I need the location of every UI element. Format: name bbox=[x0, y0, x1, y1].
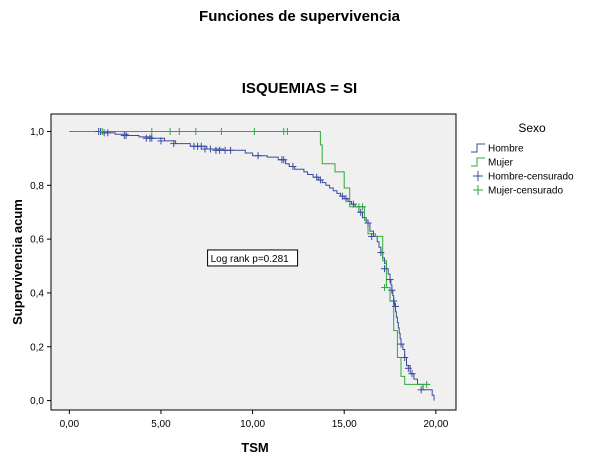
censor-mark-hombre bbox=[390, 297, 398, 305]
censor-mark-hombre bbox=[386, 275, 394, 283]
censor-mark-hombre bbox=[408, 370, 416, 378]
censor-mark-hombre bbox=[392, 302, 400, 310]
legend-line-swatch bbox=[471, 143, 485, 153]
log-rank-annotation: Log rank p=0.281 bbox=[207, 249, 299, 267]
censor-mark-mujer bbox=[175, 127, 183, 135]
chart-main-title: Funciones de supervivencia bbox=[199, 8, 400, 25]
x-tick-label: 10,00 bbox=[240, 419, 265, 430]
chart-subtitle: ISQUEMIAS = SI bbox=[241, 80, 358, 97]
axis-ticks: 0,00 5,00 10,00 15,00 20,00 0,0 0,2 0,4 0,6 0,8 1,… bbox=[30, 127, 449, 430]
censor-mark-hombre bbox=[342, 195, 350, 203]
censor-mark-hombre bbox=[122, 132, 130, 140]
x-tick-label: 0,00 bbox=[60, 419, 80, 430]
censor-mark-hombre bbox=[254, 152, 262, 160]
legend-entry-hombre-line: Hombre bbox=[471, 143, 524, 155]
censor-mark-hombre bbox=[404, 364, 412, 372]
legend-label: Mujer-censurado bbox=[488, 186, 563, 197]
censor-mark-hombre bbox=[401, 354, 409, 362]
legend-label: Mujer bbox=[488, 158, 514, 169]
censor-mark-mujer bbox=[381, 284, 389, 292]
y-tick-label: 1,0 bbox=[30, 127, 44, 138]
censor-mark-hombre bbox=[388, 286, 396, 294]
y-tick-label: 0,2 bbox=[30, 342, 44, 353]
legend-entry-mujer-line: Mujer bbox=[471, 157, 514, 169]
y-tick-label: 0,0 bbox=[30, 396, 44, 407]
censor-mark-hombre bbox=[148, 134, 156, 142]
censor-mark-hombre bbox=[381, 265, 389, 273]
censor-mark-mujer bbox=[148, 127, 156, 135]
legend-title: Sexo bbox=[518, 121, 546, 135]
x-tick-label: 5,00 bbox=[151, 419, 171, 430]
y-tick-label: 0,8 bbox=[30, 181, 44, 192]
censor-mark-hombre bbox=[368, 232, 376, 240]
censor-mark-hombre bbox=[349, 200, 357, 208]
censor-marks bbox=[95, 127, 431, 394]
censor-mark-hombre bbox=[289, 162, 297, 170]
censor-mark-hombre bbox=[313, 173, 321, 181]
y-axis-label: Supervivencia acum bbox=[10, 199, 25, 325]
legend-label: Hombre-censurado bbox=[488, 172, 574, 183]
series-mujer-line bbox=[69, 131, 431, 385]
censor-mark-hombre bbox=[157, 137, 165, 145]
censor-mark-hombre bbox=[357, 208, 365, 216]
censor-mark-mujer bbox=[166, 127, 174, 135]
annotation-box bbox=[207, 249, 299, 267]
censor-mark-hombre bbox=[197, 142, 205, 150]
censor-mark-hombre bbox=[397, 340, 405, 348]
censor-mark-mujer bbox=[250, 127, 258, 135]
censor-mark-hombre bbox=[364, 219, 372, 227]
legend: Sexo Hombre Mujer Hombre-censurado Mujer-ce… bbox=[471, 121, 574, 197]
censor-mark-hombre bbox=[206, 145, 214, 153]
censor-mark-hombre bbox=[338, 192, 346, 200]
censor-mark-mujer bbox=[423, 380, 431, 388]
censor-mark-hombre bbox=[377, 249, 385, 257]
censor-mark-hombre bbox=[417, 386, 425, 394]
x-axis-label: TSM bbox=[241, 440, 268, 455]
x-tick-label: 20,00 bbox=[423, 419, 448, 430]
censor-mark-hombre bbox=[280, 156, 288, 164]
y-tick-label: 0,4 bbox=[30, 288, 44, 299]
censor-mark-hombre bbox=[104, 129, 112, 137]
censor-mark-mujer bbox=[217, 127, 225, 135]
annotation-text: Log rank p=0.281 bbox=[211, 254, 290, 265]
x-tick-label: 15,00 bbox=[332, 419, 357, 430]
legend-label: Hombre bbox=[488, 144, 524, 155]
censor-mark-mujer bbox=[283, 127, 291, 135]
censor-mark-mujer bbox=[98, 127, 106, 135]
y-tick-label: 0,6 bbox=[30, 235, 44, 246]
legend-entry-hombre-cross: Hombre-censurado bbox=[473, 171, 574, 183]
censor-mark-hombre bbox=[316, 176, 324, 184]
censor-mark-mujer bbox=[359, 203, 367, 211]
legend-entry-mujer-cross: Mujer-censurado bbox=[473, 185, 563, 197]
censor-mark-hombre bbox=[227, 146, 235, 154]
censor-mark-mujer bbox=[192, 127, 200, 135]
legend-line-swatch bbox=[471, 157, 485, 167]
censor-mark-hombre bbox=[170, 140, 178, 148]
